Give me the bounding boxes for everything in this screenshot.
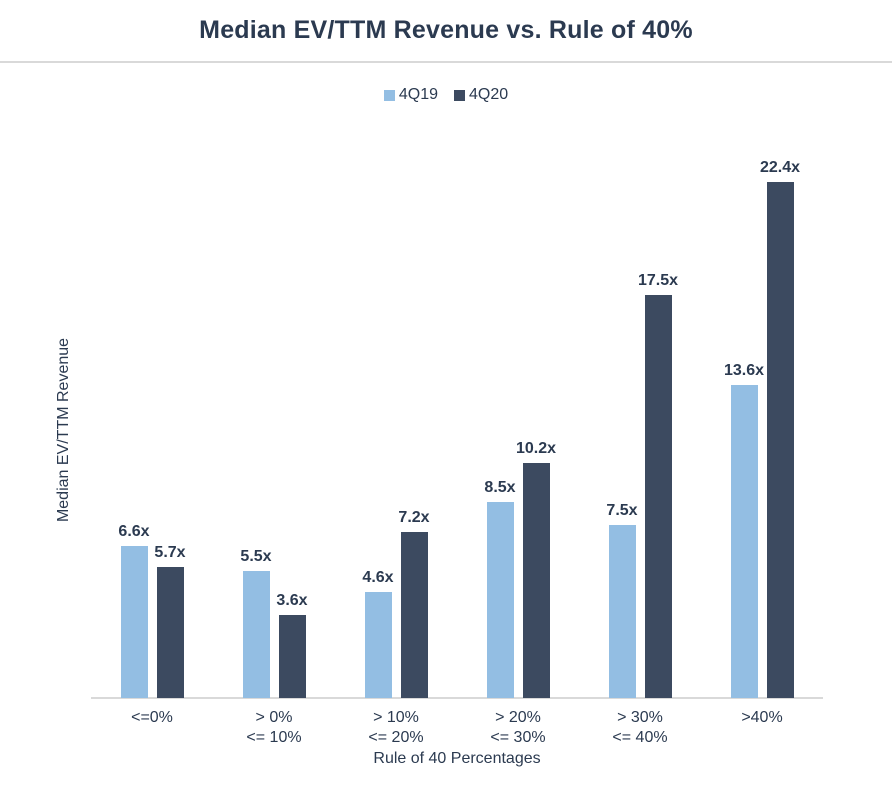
legend-label: 4Q20 bbox=[469, 86, 509, 103]
x-tick-2: > 10% <= 20% bbox=[368, 709, 424, 746]
bar-4q20-5: 22.4x bbox=[760, 159, 800, 698]
x-tick-labels: <=0% > 0% <= 10% > 10% <= 20% > 20% <= 30% > 30… bbox=[91, 708, 823, 748]
legend: 4Q19 4Q20 bbox=[0, 86, 892, 104]
x-tick-4: > 30% <= 40% bbox=[612, 709, 668, 746]
bar-value-label: 17.5x bbox=[637, 272, 679, 289]
bar-group-0: 6.6x 5.7x bbox=[91, 138, 213, 698]
x-tick-1: > 0% <= 10% bbox=[246, 709, 302, 746]
x-axis-label: Rule of 40 Percentages bbox=[373, 750, 541, 767]
bar-group-1: 5.5x 3.6x bbox=[213, 138, 335, 698]
x-tick-3: > 20% <= 30% bbox=[490, 709, 546, 746]
bar-value-label: 7.2x bbox=[398, 509, 430, 526]
bar-4q20-0: 5.7x bbox=[154, 544, 186, 698]
bar-value-label: 7.5x bbox=[606, 502, 638, 519]
plot-groups: 6.6x 5.7x 5.5x 3.6x 4.6x 7.2x 8.5x 10.2x 7.5x 17.… bbox=[91, 138, 823, 698]
bar-value-label: 6.6x bbox=[118, 523, 150, 540]
bar-4q19-1: 5.5x bbox=[240, 548, 272, 698]
x-tick-5: >40% bbox=[741, 709, 783, 726]
bar-4q20-3: 10.2x bbox=[516, 440, 556, 698]
legend-swatch-icon bbox=[383, 89, 395, 101]
bar-value-label: 8.5x bbox=[484, 479, 516, 496]
title-divider bbox=[0, 61, 892, 63]
bar-group-3: 8.5x 10.2x bbox=[457, 138, 579, 698]
legend-item-4q19: 4Q19 bbox=[383, 86, 438, 104]
bar-4q20-4: 17.5x bbox=[638, 272, 678, 698]
legend-label: 4Q19 bbox=[398, 86, 438, 103]
bar-value-label: 5.5x bbox=[240, 548, 272, 565]
legend-item-4q20: 4Q20 bbox=[454, 86, 508, 104]
bar-4q19-4: 7.5x bbox=[606, 502, 638, 698]
bar-value-label: 4.6x bbox=[362, 569, 394, 586]
bar-4q19-3: 8.5x bbox=[484, 479, 516, 698]
bar-value-label: 5.7x bbox=[154, 544, 186, 561]
bar-group-5: 13.6x 22.4x bbox=[701, 138, 823, 698]
x-axis-line bbox=[91, 697, 823, 699]
chart-title: Median EV/TTM Revenue vs. Rule of 40% bbox=[199, 16, 693, 44]
bar-4q19-0: 6.6x bbox=[118, 523, 150, 698]
bar-4q20-2: 7.2x bbox=[398, 509, 430, 698]
bar-value-label: 13.6x bbox=[723, 362, 765, 379]
y-axis-label: Median EV/TTM Revenue bbox=[55, 337, 72, 523]
bar-group-4: 7.5x 17.5x bbox=[579, 138, 701, 698]
bar-value-label: 10.2x bbox=[515, 440, 557, 457]
x-tick-0: <=0% bbox=[131, 709, 173, 726]
bar-4q19-2: 4.6x bbox=[362, 569, 394, 698]
bar-group-2: 4.6x 7.2x bbox=[335, 138, 457, 698]
legend-swatch-icon bbox=[454, 89, 465, 101]
bar-4q19-5: 13.6x bbox=[724, 362, 764, 698]
bar-4q20-1: 3.6x bbox=[276, 592, 308, 698]
plot-area: 6.6x 5.7x 5.5x 3.6x 4.6x 7.2x 8.5x 10.2x 7.5x 17.… bbox=[91, 138, 823, 788]
bar-value-label: 22.4x bbox=[759, 159, 801, 176]
bar-value-label: 3.6x bbox=[276, 592, 308, 609]
